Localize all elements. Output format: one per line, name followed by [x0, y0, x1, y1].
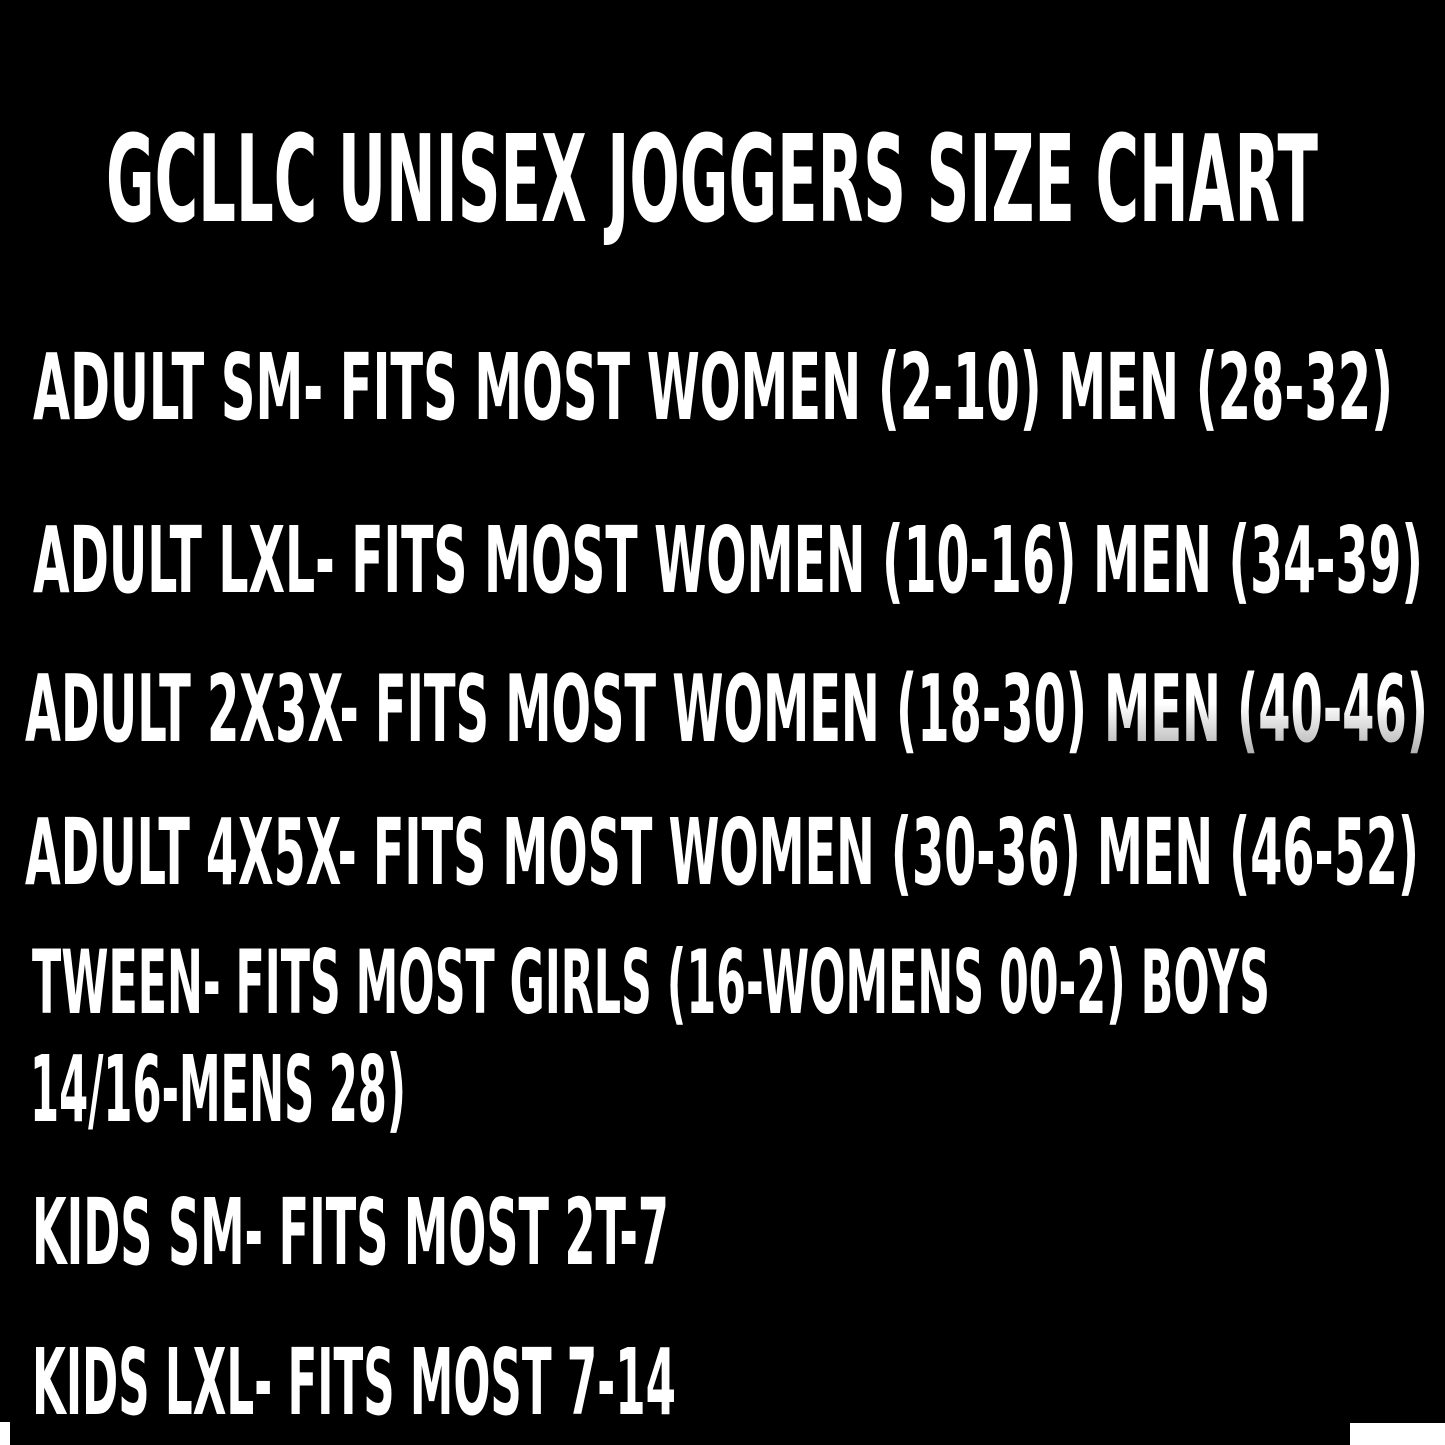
row-kids-sm: KIDS SM- FITS MOST 2T-7	[32, 1179, 669, 1286]
row-tween-line-1: TWEEN- FITS MOST GIRLS (16-WOMENS 00-2) …	[32, 931, 1270, 1034]
row-adult-lxl: ADULT LXL- FITS MOST WOMEN (10-16) MEN (…	[33, 507, 1423, 614]
size-chart-text-group: GCLLC UNISEX JOGGERS SIZE CHART ADULT SM…	[25, 111, 1428, 1436]
row-tween-line-2: 14/16-MENS 28)	[30, 1036, 406, 1143]
white-corner-bottom-left	[0, 1422, 10, 1445]
page-title: GCLLC UNISEX JOGGERS SIZE CHART	[106, 111, 1318, 250]
row-adult-4x5x: ADULT 4X5X- FITS MOST WOMEN (30-36) MEN …	[25, 799, 1419, 906]
row-adult-2x3x-men-faded: MEN (40-46)	[1104, 655, 1428, 763]
row-kids-lxl: KIDS LXL- FITS MOST 7-14	[32, 1329, 676, 1436]
row-adult-sm: ADULT SM- FITS MOST WOMEN (2-10) MEN (28…	[33, 334, 1393, 441]
row-adult-2x3x: ADULT 2X3X- FITS MOST WOMEN (18-30)	[25, 655, 1087, 763]
white-corner-bottom-right	[1350, 1423, 1445, 1445]
